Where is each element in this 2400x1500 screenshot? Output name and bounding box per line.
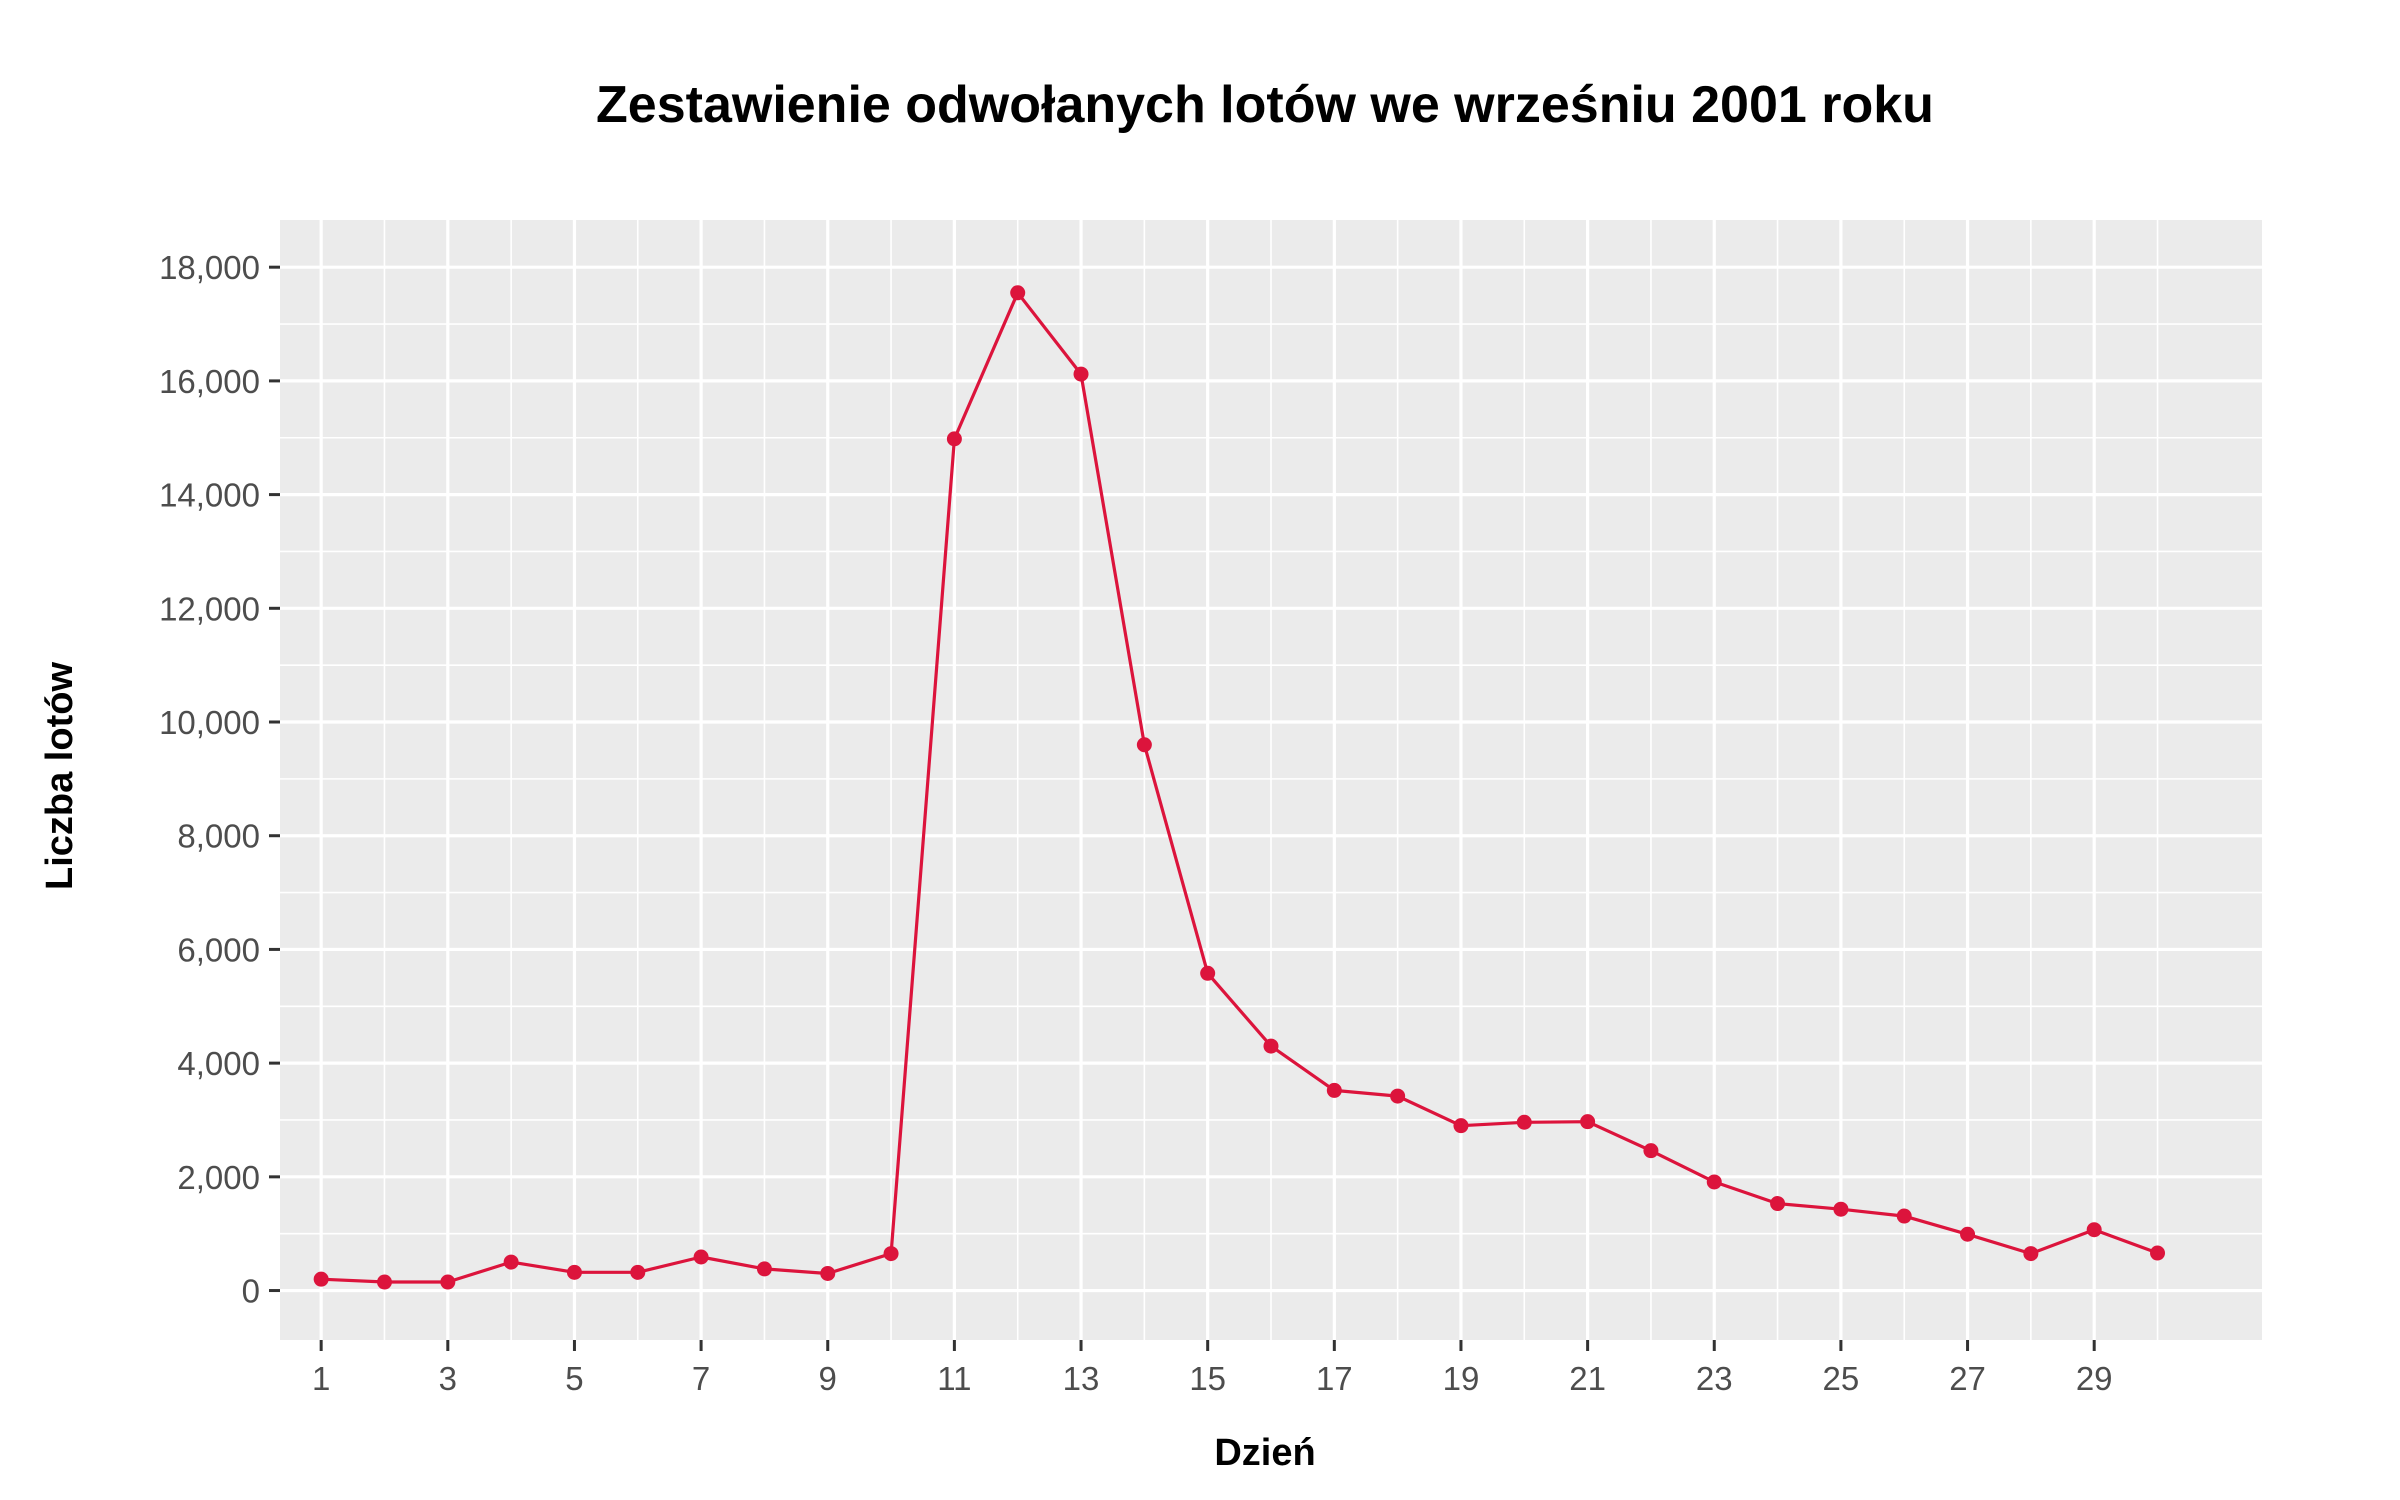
data-point [756, 1261, 772, 1277]
y-tick-label: 18,000 [159, 249, 260, 286]
x-tick-label: 9 [819, 1360, 837, 1397]
data-point [1073, 366, 1089, 382]
y-tick-label: 16,000 [159, 363, 260, 400]
x-tick-label: 5 [565, 1360, 583, 1397]
data-point [693, 1249, 709, 1265]
series-layer [313, 285, 2166, 1290]
x-axis: 1 3 5 7 9 11 13 15 17 19 21 23 25 27 29 [312, 1340, 2113, 1397]
data-point [440, 1274, 456, 1290]
y-tick-label: 12,000 [159, 590, 260, 627]
y-tick-label: 2,000 [177, 1159, 260, 1196]
data-point [2086, 1222, 2102, 1238]
y-tick-label: 6,000 [177, 931, 260, 968]
x-tick-label: 29 [2076, 1360, 2113, 1397]
data-point [1960, 1226, 1976, 1242]
x-tick-label: 27 [1949, 1360, 1986, 1397]
x-tick-label: 15 [1189, 1360, 1226, 1397]
data-point [1200, 965, 1216, 981]
series-line [321, 291, 2159, 1284]
data-point [2023, 1246, 2039, 1262]
x-tick-label: 19 [1443, 1360, 1480, 1397]
data-point [1136, 737, 1152, 753]
x-tick-label: 25 [1823, 1360, 1860, 1397]
data-point [1643, 1143, 1659, 1159]
data-point [1263, 1038, 1279, 1054]
x-tick-label: 11 [937, 1360, 971, 1397]
data-point [1580, 1114, 1596, 1130]
x-axis-title: Dzień [1214, 1432, 1315, 1474]
data-point [1390, 1088, 1406, 1104]
data-point [946, 431, 962, 447]
x-tick-label: 3 [439, 1360, 457, 1397]
data-point [1706, 1174, 1722, 1190]
x-tick-label: 21 [1569, 1360, 1606, 1397]
y-axis: 0 2,000 4,000 6,000 8,000 10,000 12,000 14,000 1… [159, 249, 280, 1310]
x-tick-label: 7 [692, 1360, 710, 1397]
y-tick-label: 10,000 [159, 704, 260, 741]
data-point [566, 1264, 582, 1280]
y-tick-label: 0 [242, 1273, 260, 1310]
data-point [883, 1246, 899, 1262]
data-point [2150, 1245, 2166, 1261]
data-point [820, 1265, 836, 1281]
y-tick-label: 14,000 [159, 477, 260, 514]
x-tick-label: 23 [1696, 1360, 1733, 1397]
data-point [1010, 285, 1026, 301]
chart-title: Zestawienie odwołanych lotów we wrześniu… [596, 76, 1934, 134]
data-point [1833, 1201, 1849, 1217]
data-point [1326, 1082, 1342, 1098]
data-point [1453, 1118, 1469, 1134]
data-point [1516, 1114, 1532, 1130]
data-point [376, 1274, 392, 1290]
x-tick-label: 13 [1063, 1360, 1100, 1397]
data-point [1896, 1208, 1912, 1224]
data-point [630, 1264, 646, 1280]
major-gridlines [280, 220, 2262, 1340]
y-tick-label: 8,000 [177, 818, 260, 855]
data-point [313, 1271, 329, 1287]
x-tick-label: 17 [1316, 1360, 1353, 1397]
x-tick-label: 1 [312, 1360, 330, 1397]
y-axis-title: Liczba lotów [39, 662, 81, 890]
data-point [503, 1254, 519, 1270]
y-tick-label: 4,000 [177, 1045, 260, 1082]
data-point [1770, 1196, 1786, 1212]
